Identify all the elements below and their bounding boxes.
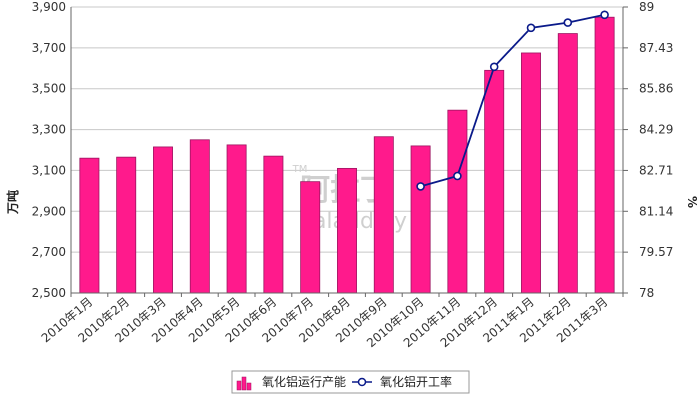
bar [447,109,468,294]
legend-label-line: 氧化铝开工率 [380,374,452,389]
legend: 氧化铝运行产能 氧化铝开工率 [231,370,470,394]
bar [300,181,321,294]
bar [521,52,541,294]
y-tick-label: 2,500 [32,286,66,300]
legend-item-bar: 氧化铝运行产能 [236,374,346,391]
watermark-tm: TM [292,164,308,175]
bar [263,155,284,294]
line-point [600,10,609,20]
legend-bar-swatch-3 [246,382,252,391]
y-axis-title: 万吨 [5,190,20,215]
y2-tick-label: 81.14 [639,204,673,218]
legend-box [231,370,470,394]
legend-label-bar: 氧化铝运行产能 [262,374,346,389]
bar [373,136,394,294]
bar [226,144,247,294]
y2-tick-label: 87.43 [639,41,673,55]
y-tick-label: 2,700 [32,245,66,259]
y2-axis-ticks: 78 79.57 81.14 82.71 84.29 85.86 87.43 89 [639,0,673,300]
legend-bar-swatch-1 [236,380,242,391]
y2-axis-title: % [685,196,699,208]
bar [557,33,578,294]
bar [410,145,431,294]
line-series [416,10,609,191]
y-tick-label: 3,100 [32,163,66,177]
y-tick-label: 2,900 [32,204,66,218]
legend-item-line: 氧化铝开工率 [352,374,452,389]
y2-tick-label: 79.57 [639,245,673,259]
line-point [416,182,425,191]
y-tick-label: 3,900 [32,0,66,14]
bar [79,157,100,294]
line-path [420,13,605,188]
y2-tick-label: 85.86 [639,82,673,96]
y-axis-ticks: 2,500 2,700 2,900 3,100 3,300 3,500 3,700 3,900 [32,0,66,300]
line-point [489,62,499,72]
bar [153,146,173,294]
y2-tick-label: 78 [639,286,654,300]
y-tick-label: 3,300 [32,123,66,137]
line-point [453,171,462,181]
bar [484,69,505,294]
legend-bar-swatch-2 [241,376,247,391]
bar [594,16,615,294]
y2-tick-label: 84.29 [639,123,673,137]
y-tick-label: 3,700 [32,41,66,55]
x-axis-ticks: 2010年1月2010年2月2010年3月2010年4月2010年5月2010年… [39,295,611,351]
bar [116,156,137,294]
bar [189,139,210,294]
bar-series [79,16,615,294]
legend-marker-swatch [357,377,367,387]
y-tick-label: 3,500 [32,82,66,96]
line-point [563,18,573,27]
plot-frame [70,6,628,297]
line-point [526,23,536,33]
bar [337,167,357,294]
y2-tick-label: 82.71 [639,163,673,177]
y2-tick-label: 89 [639,0,654,14]
